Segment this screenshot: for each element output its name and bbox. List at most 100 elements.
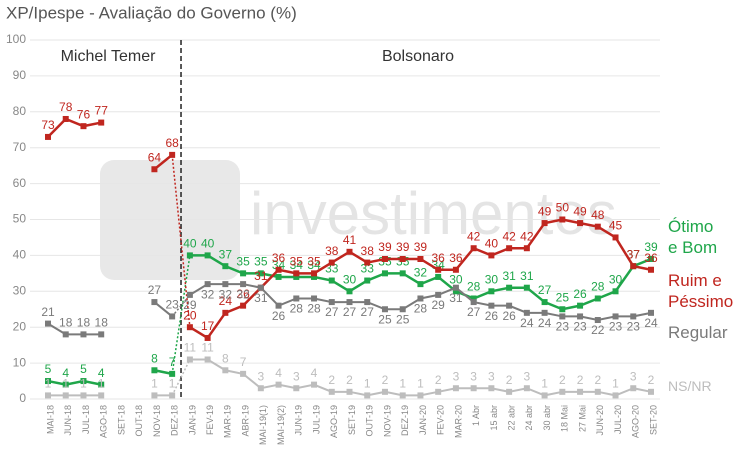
x-tick-label: NOV-18	[152, 405, 162, 437]
data-label: 1	[399, 377, 406, 391]
marker	[257, 270, 264, 277]
marker	[257, 284, 264, 291]
data-label: 3	[524, 369, 531, 383]
marker	[381, 270, 388, 277]
data-label: 35	[236, 255, 250, 269]
data-label: 30	[609, 272, 623, 286]
marker	[470, 295, 477, 302]
data-label: 23	[627, 320, 641, 334]
data-label: 24	[520, 316, 534, 330]
marker	[541, 392, 548, 399]
data-label: 25	[396, 312, 410, 326]
marker	[328, 299, 335, 306]
data-label: 1	[169, 377, 176, 391]
data-label: 28	[290, 302, 304, 316]
marker	[328, 259, 335, 266]
marker	[594, 295, 601, 302]
data-label: 42	[467, 229, 481, 243]
data-label: 3	[453, 369, 460, 383]
marker	[169, 370, 176, 377]
x-tick-label: FEV-20	[436, 405, 446, 435]
marker	[506, 302, 513, 309]
data-label: 18	[77, 316, 91, 330]
marker	[506, 245, 513, 252]
data-label: 4	[311, 366, 318, 380]
x-tick-label: MAI-19(1)	[258, 405, 268, 445]
marker	[222, 263, 229, 270]
marker	[346, 288, 353, 295]
data-label: 4	[98, 366, 105, 380]
transition-connector	[171, 294, 191, 317]
marker	[559, 388, 566, 395]
data-label: 30	[449, 272, 463, 286]
marker	[328, 388, 335, 395]
marker	[648, 266, 654, 273]
data-label: 1	[80, 377, 87, 391]
data-label: 29	[431, 298, 445, 312]
marker	[62, 381, 69, 388]
data-label: 28	[307, 302, 321, 316]
data-label: 2	[346, 373, 353, 387]
marker	[381, 255, 388, 262]
marker	[275, 381, 282, 388]
marker	[311, 273, 318, 280]
marker	[612, 392, 619, 399]
x-tick-label: AGO-20	[631, 405, 641, 438]
data-label: 73	[41, 118, 55, 132]
data-label: 40	[485, 237, 499, 251]
marker	[488, 252, 495, 259]
marker	[488, 302, 495, 309]
data-label: 25	[556, 290, 570, 304]
data-label: 3	[293, 369, 300, 383]
marker	[240, 270, 247, 277]
data-label: 32	[236, 287, 250, 301]
data-label: 40	[183, 237, 197, 251]
marker	[630, 263, 637, 270]
marker	[523, 385, 530, 392]
marker	[257, 385, 264, 392]
data-label: 2	[559, 373, 566, 387]
data-label: 3	[470, 369, 477, 383]
marker	[240, 302, 247, 309]
marker	[399, 270, 406, 277]
marker	[45, 392, 51, 399]
marker	[45, 320, 51, 327]
marker	[293, 273, 300, 280]
marker	[577, 313, 584, 320]
marker	[240, 370, 247, 377]
data-label: 2	[577, 373, 584, 387]
y-tick-label: 60	[13, 176, 27, 190]
marker	[222, 309, 229, 316]
data-label: 24	[538, 316, 552, 330]
data-label: 38	[361, 244, 375, 258]
data-label: 17	[201, 319, 215, 333]
x-tick-label: SET-20	[648, 405, 658, 435]
data-label: 3	[630, 369, 637, 383]
data-label: 27	[538, 283, 552, 297]
series-line	[47, 322, 102, 336]
data-label: 49	[573, 204, 587, 218]
marker	[559, 216, 566, 223]
marker	[204, 334, 211, 341]
marker	[275, 266, 282, 273]
data-label: 2	[594, 373, 601, 387]
data-label: 31	[254, 269, 268, 283]
data-label: 37	[627, 247, 641, 261]
marker	[630, 313, 637, 320]
data-label: 20	[183, 308, 197, 322]
data-label: 4	[275, 366, 282, 380]
marker	[204, 281, 211, 288]
marker	[452, 284, 459, 291]
data-label: 41	[343, 233, 357, 247]
marker	[452, 266, 459, 273]
data-label: 42	[502, 229, 516, 243]
marker	[364, 299, 371, 306]
data-label: 26	[502, 309, 516, 323]
marker	[364, 392, 371, 399]
transition-connector	[171, 154, 191, 328]
watermark: investimentos	[250, 180, 617, 247]
data-label: 22	[591, 323, 605, 337]
data-label: 31	[502, 269, 516, 283]
